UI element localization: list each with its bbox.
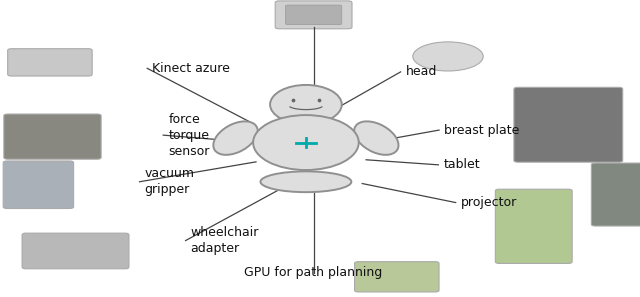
FancyBboxPatch shape [355, 262, 439, 292]
Text: GPU for path planning: GPU for path planning [244, 266, 383, 279]
FancyBboxPatch shape [285, 5, 342, 25]
Text: head: head [406, 65, 437, 78]
Text: Kinect azure: Kinect azure [152, 62, 230, 75]
Text: breast plate: breast plate [444, 124, 520, 137]
FancyBboxPatch shape [591, 163, 640, 226]
FancyBboxPatch shape [514, 87, 623, 162]
FancyBboxPatch shape [275, 1, 352, 29]
Ellipse shape [354, 121, 399, 155]
FancyBboxPatch shape [22, 233, 129, 269]
Ellipse shape [213, 121, 258, 155]
Text: vacuum
gripper: vacuum gripper [145, 167, 195, 196]
Text: force
torque
sensor: force torque sensor [168, 113, 210, 158]
FancyBboxPatch shape [3, 161, 74, 208]
Text: projector: projector [461, 196, 517, 209]
FancyBboxPatch shape [4, 114, 101, 159]
Ellipse shape [270, 85, 342, 124]
Ellipse shape [253, 115, 358, 170]
Ellipse shape [260, 171, 351, 192]
Text: wheelchair
adapter: wheelchair adapter [191, 226, 259, 255]
Ellipse shape [413, 42, 483, 71]
FancyBboxPatch shape [8, 49, 92, 76]
FancyBboxPatch shape [495, 189, 572, 263]
Text: tablet: tablet [444, 158, 480, 171]
